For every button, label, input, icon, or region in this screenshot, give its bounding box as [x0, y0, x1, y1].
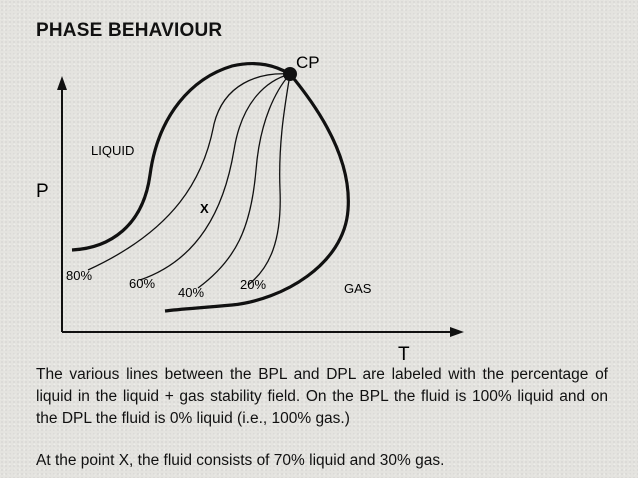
dew-point-line: [164, 72, 350, 313]
quality-line-60: [139, 73, 291, 281]
liquid-region-label: LIQUID: [91, 143, 134, 158]
explanation-paragraph: The various lines between the BPL and DP…: [36, 366, 608, 427]
quality-line-80: [87, 73, 291, 271]
t-axis-arrow-icon: [450, 327, 464, 337]
quality-line-20: [247, 73, 291, 286]
point-x-label: X: [200, 201, 209, 216]
quality-label-80: 80%: [66, 268, 92, 283]
point-x-explanation: At the point X, the fluid consists of 70…: [36, 452, 445, 469]
quality-label-20: 20%: [240, 277, 266, 292]
critical-point-label: CP: [296, 53, 320, 72]
bubble-point-line: [71, 61, 291, 252]
p-axis-label: P: [36, 181, 49, 202]
slide-title: PHASE BEHAVIOUR: [36, 20, 223, 41]
critical-point-marker: [283, 67, 297, 81]
axes: [57, 76, 464, 337]
quality-line-40: [197, 73, 291, 289]
t-axis-label: T: [398, 344, 410, 365]
gas-region-label: GAS: [344, 281, 372, 296]
quality-label-40: 40%: [178, 285, 204, 300]
quality-label-60: 60%: [129, 276, 155, 291]
p-axis-arrow-icon: [57, 76, 67, 90]
